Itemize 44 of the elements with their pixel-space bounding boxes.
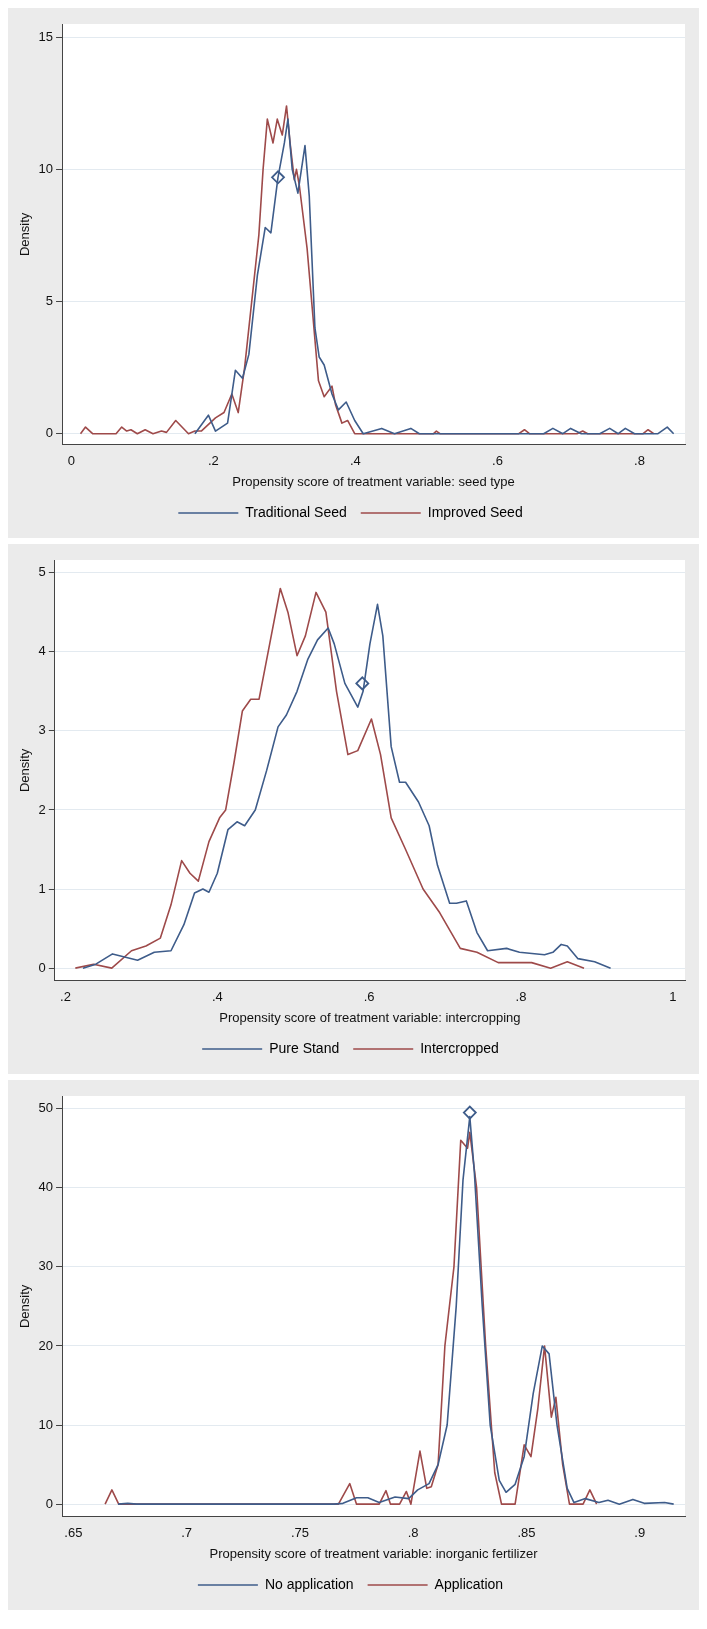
legend-label: No application	[264, 1575, 354, 1592]
x-tick-label: .8	[634, 453, 645, 469]
y-tick-label: 5	[38, 564, 46, 580]
x-tick-label: .6	[363, 989, 375, 1005]
x-tick-label: .85	[517, 1525, 536, 1541]
x-axis-title: Propensity score of treatment variable: intercropping	[219, 1009, 521, 1025]
y-tick-label: 40	[38, 1179, 54, 1195]
x-tick-label: .4	[350, 453, 361, 469]
y-tick-label: 10	[38, 160, 54, 176]
y-tick-label: 1	[38, 880, 46, 896]
x-tick-label: .2	[207, 453, 219, 469]
x-axis-title: Propensity score of treatment variable: inorganic fertilizer	[209, 1545, 539, 1561]
x-axis-title: Propensity score of treatment variable: seed type	[232, 473, 515, 489]
y-tick-label: 4	[38, 643, 46, 659]
x-tick-label: .65	[64, 1525, 83, 1541]
y-tick-label: 0	[45, 1495, 54, 1511]
x-tick-label: .7	[181, 1525, 193, 1541]
y-tick-label: 5	[45, 293, 54, 309]
y-tick-label: 30	[38, 1258, 54, 1274]
x-tick-label: .6	[492, 453, 503, 469]
x-tick-label: .75	[290, 1525, 309, 1541]
x-tick-label: .8	[407, 1525, 419, 1541]
y-axis-title: Density	[17, 1284, 33, 1329]
legend-label: Improved Seed	[427, 503, 523, 520]
x-tick-label: .2	[60, 989, 71, 1005]
y-tick-label: 50	[38, 1100, 54, 1116]
y-tick-label: 20	[38, 1337, 54, 1353]
y-axis-title: Density	[17, 212, 33, 257]
y-tick-label: 0	[45, 425, 54, 441]
y-axis-title: Density	[17, 748, 33, 793]
y-tick-label: 15	[38, 28, 54, 44]
legend-label: Application	[434, 1575, 504, 1592]
x-tick-label: 1	[669, 989, 677, 1005]
y-tick-label: 0	[38, 959, 46, 975]
x-tick-label: .4	[211, 989, 223, 1005]
y-tick-label: 3	[38, 722, 46, 738]
legend-label: Pure Stand	[269, 1039, 340, 1056]
y-tick-label: 10	[38, 1416, 54, 1432]
y-tick-label: 2	[38, 801, 46, 817]
x-tick-label: 0	[67, 453, 75, 469]
legend-label: Traditional Seed	[245, 503, 347, 520]
legend-label: Intercropped	[420, 1039, 499, 1056]
x-tick-label: .8	[515, 989, 527, 1005]
x-tick-label: .9	[634, 1525, 646, 1541]
